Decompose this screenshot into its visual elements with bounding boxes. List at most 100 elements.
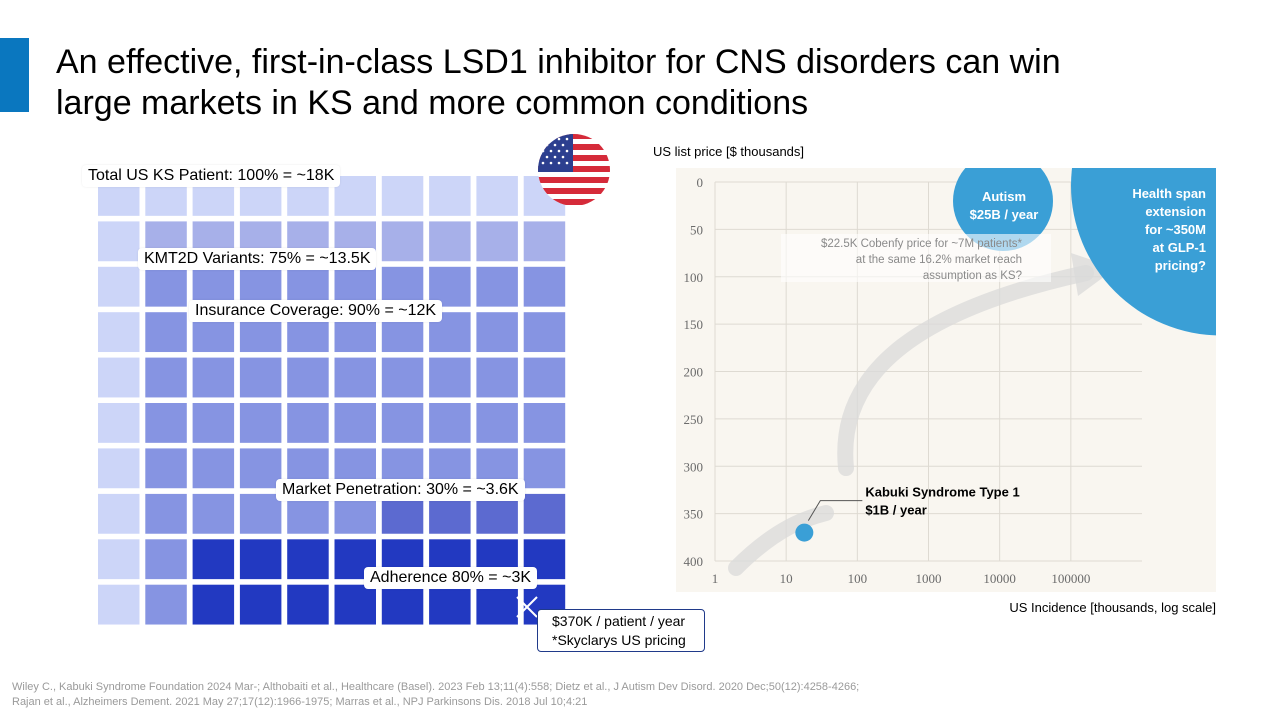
us-flag-icon bbox=[538, 134, 610, 206]
x-axis-label: US Incidence [thousands, log scale] bbox=[1009, 600, 1216, 615]
waffle-cell bbox=[145, 266, 187, 307]
waffle-chart bbox=[98, 176, 566, 625]
waffle-cell bbox=[239, 357, 282, 398]
waffle-cell bbox=[145, 493, 187, 534]
y-tick-label: 400 bbox=[684, 554, 704, 569]
waffle-cell bbox=[98, 266, 140, 307]
footer-references: Wiley C., Kabuki Syndrome Foundation 202… bbox=[12, 680, 859, 710]
y-axis-label: US list price [$ thousands] bbox=[653, 144, 805, 159]
bubble-health-span-label: at GLP-1 bbox=[1153, 240, 1206, 255]
waffle-cell bbox=[523, 357, 566, 398]
y-tick-label: 150 bbox=[684, 317, 704, 332]
price-note-box: $370K / patient / year *Skyclarys US pri… bbox=[537, 609, 705, 652]
waffle-cell bbox=[334, 176, 376, 216]
waffle-cell bbox=[192, 493, 235, 534]
price-note-line-2: *Skyclarys US pricing bbox=[552, 632, 686, 648]
waffle-cell bbox=[429, 403, 471, 443]
kabuki-point bbox=[795, 523, 814, 542]
y-tick-label: 100 bbox=[684, 270, 704, 285]
annotation-text: $22.5K Cobenfy price for ~7M patients* bbox=[821, 238, 1023, 250]
waffle-cell bbox=[429, 357, 471, 398]
annotation-text: assumption as KS? bbox=[923, 270, 1022, 282]
waffle-cell bbox=[476, 176, 518, 216]
waffle-cell bbox=[523, 403, 566, 443]
waffle-cell bbox=[145, 403, 187, 443]
waffle-cell bbox=[523, 221, 566, 262]
annotation-box bbox=[781, 234, 1051, 282]
x-tick-label: 10 bbox=[780, 571, 793, 586]
waffle-cell bbox=[523, 493, 566, 534]
annotation-text: at the same 16.2% market reach bbox=[856, 254, 1022, 266]
waffle-cell bbox=[192, 403, 235, 443]
trend-arrow bbox=[728, 265, 1094, 576]
callout-adherence: Adherence 80% = ~3K bbox=[364, 567, 538, 589]
bubble-health-span-label: extension bbox=[1145, 204, 1206, 219]
waffle-cell bbox=[334, 584, 376, 625]
waffle-cell bbox=[145, 584, 187, 625]
title-line-2: large markets in KS and more common cond… bbox=[56, 84, 809, 122]
title-line-1: An effective, first-in-class LSD1 inhibi… bbox=[56, 43, 1061, 81]
x-tick-label: 10000 bbox=[983, 571, 1016, 586]
waffle-cell bbox=[381, 357, 424, 398]
waffle-cell bbox=[98, 448, 140, 489]
waffle-cell bbox=[98, 403, 140, 443]
waffle-cell bbox=[145, 448, 187, 489]
waffle-cell bbox=[334, 403, 376, 443]
x-tick-label: 1000 bbox=[916, 571, 942, 586]
waffle-cell bbox=[476, 584, 518, 625]
waffle-cell bbox=[429, 176, 471, 216]
waffle-cell bbox=[523, 266, 566, 307]
footer-line-1: Wiley C., Kabuki Syndrome Foundation 202… bbox=[12, 681, 860, 693]
waffle-cell bbox=[192, 584, 235, 625]
bubble-autism-label: Autism bbox=[982, 189, 1026, 204]
footer-line-2: Rajan et al., Alzheimers Dement. 2021 Ma… bbox=[12, 696, 588, 708]
waffle-cell bbox=[145, 357, 187, 398]
x-tick-label: 100000 bbox=[1051, 571, 1090, 586]
bubble-health-span-label: for ~350M bbox=[1145, 222, 1206, 237]
callout-insurance: Insurance Coverage: 90% = ~12K bbox=[189, 300, 443, 322]
bubble-health-span-label: Health span bbox=[1132, 186, 1206, 201]
waffle-cell bbox=[98, 357, 140, 398]
waffle-cell bbox=[287, 539, 329, 580]
waffle-cell bbox=[523, 448, 566, 489]
trend-arrow-head bbox=[1071, 253, 1116, 296]
callout-kmt2d: KMT2D Variants: 75% = ~13.5K bbox=[138, 248, 377, 270]
waffle-cell bbox=[239, 539, 282, 580]
waffle-cell bbox=[476, 312, 518, 353]
y-tick-label: 300 bbox=[684, 459, 704, 474]
waffle-cell bbox=[381, 584, 424, 625]
x-tick-label: 100 bbox=[848, 571, 868, 586]
waffle-cell bbox=[287, 403, 329, 443]
callout-penetration: Market Penetration: 30% = ~3.6K bbox=[276, 479, 525, 501]
waffle-cell bbox=[523, 312, 566, 353]
waffle-cell bbox=[381, 403, 424, 443]
waffle-cell bbox=[239, 493, 282, 534]
waffle-cell bbox=[192, 448, 235, 489]
price-note-line-1: $370K / patient / year bbox=[552, 613, 686, 629]
waffle-cell bbox=[476, 266, 518, 307]
bubble-health-span-label: pricing? bbox=[1155, 258, 1206, 273]
cross-marker-icon bbox=[516, 596, 538, 618]
bubble-health-span bbox=[1071, 168, 1216, 336]
waffle-cell bbox=[239, 584, 282, 625]
waffle-cell bbox=[145, 539, 187, 580]
waffle-cell bbox=[287, 357, 329, 398]
bubble-autism bbox=[953, 168, 1053, 251]
waffle-cell bbox=[192, 539, 235, 580]
accent-bar bbox=[0, 38, 29, 112]
y-tick-label: 350 bbox=[684, 507, 704, 522]
waffle-cell bbox=[239, 448, 282, 489]
waffle-cell bbox=[98, 539, 140, 580]
waffle-cell bbox=[429, 221, 471, 262]
kabuki-leader-line bbox=[807, 500, 863, 521]
kabuki-label: Kabuki Syndrome Type 1 bbox=[865, 485, 1019, 500]
waffle-cell bbox=[98, 312, 140, 353]
waffle-cell bbox=[476, 403, 518, 443]
waffle-cell bbox=[476, 221, 518, 262]
x-tick-label: 1 bbox=[712, 571, 719, 586]
waffle-cell bbox=[381, 221, 424, 262]
waffle-cell bbox=[98, 221, 140, 262]
waffle-cell bbox=[98, 493, 140, 534]
waffle-cell bbox=[334, 357, 376, 398]
waffle-cell bbox=[287, 584, 329, 625]
